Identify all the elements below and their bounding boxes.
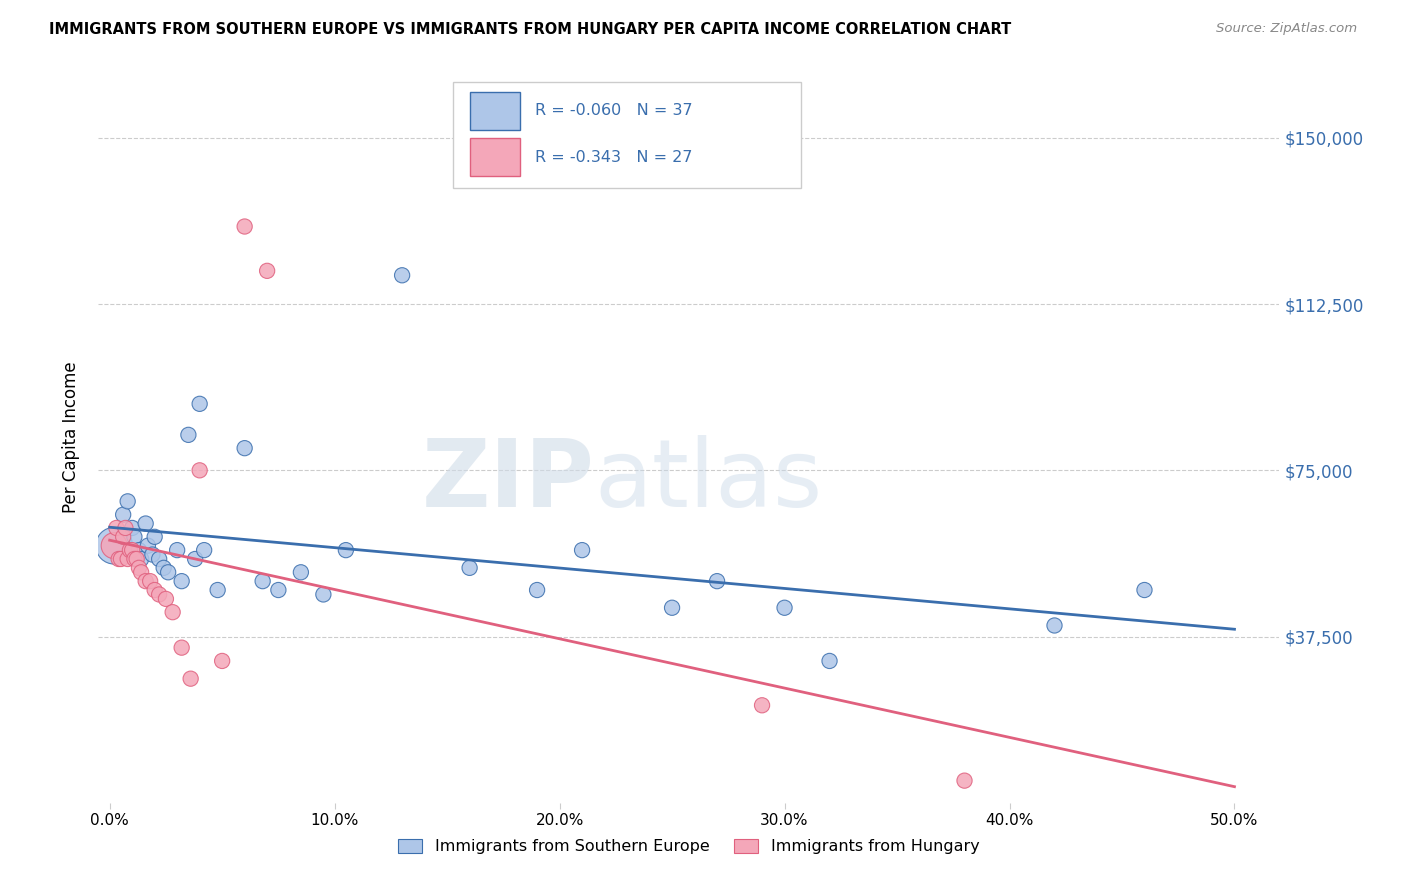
Point <box>118 543 141 558</box>
Point <box>135 516 157 531</box>
Point <box>751 698 773 713</box>
Point <box>458 561 481 575</box>
Point <box>121 543 143 558</box>
Point <box>267 582 290 597</box>
Text: atlas: atlas <box>595 435 823 527</box>
Point <box>117 494 139 508</box>
Point <box>121 521 143 535</box>
Point <box>143 582 166 597</box>
Point <box>233 441 256 455</box>
Point <box>148 552 170 566</box>
Point <box>135 574 157 589</box>
Point <box>155 591 177 606</box>
Point <box>1043 618 1066 632</box>
Point <box>290 566 312 580</box>
Point <box>128 543 150 558</box>
Point <box>103 539 125 553</box>
Point <box>103 539 125 553</box>
Text: Source: ZipAtlas.com: Source: ZipAtlas.com <box>1216 22 1357 36</box>
Point <box>193 543 215 558</box>
Point <box>188 463 211 477</box>
Point <box>211 654 233 668</box>
Point <box>188 397 211 411</box>
Point <box>773 600 796 615</box>
Point <box>124 552 146 566</box>
Point <box>184 552 207 566</box>
Point <box>170 574 193 589</box>
Point <box>157 566 180 580</box>
Point <box>177 428 200 442</box>
Point <box>117 552 139 566</box>
Point <box>312 587 335 601</box>
Point <box>571 543 593 558</box>
Point <box>136 539 159 553</box>
Point <box>162 605 184 619</box>
Point <box>110 552 132 566</box>
Point <box>143 530 166 544</box>
Point <box>252 574 274 589</box>
Text: R = -0.343   N = 27: R = -0.343 N = 27 <box>536 150 693 165</box>
Point <box>112 508 135 522</box>
Point <box>256 264 278 278</box>
Point <box>148 587 170 601</box>
Text: ZIP: ZIP <box>422 435 595 527</box>
Point <box>129 566 152 580</box>
Point <box>152 561 174 575</box>
Point <box>112 530 135 544</box>
Point <box>124 530 146 544</box>
Point <box>953 773 976 788</box>
Point <box>526 582 548 597</box>
Point <box>125 552 148 566</box>
Point <box>166 543 188 558</box>
Y-axis label: Per Capita Income: Per Capita Income <box>62 361 80 513</box>
Point <box>128 561 150 575</box>
Point <box>661 600 683 615</box>
Point <box>107 552 129 566</box>
Legend: Immigrants from Southern Europe, Immigrants from Hungary: Immigrants from Southern Europe, Immigra… <box>392 832 986 861</box>
Point <box>1133 582 1156 597</box>
Point <box>233 219 256 234</box>
Point <box>706 574 728 589</box>
Point <box>114 521 136 535</box>
FancyBboxPatch shape <box>471 138 520 177</box>
Point <box>139 574 162 589</box>
Point <box>170 640 193 655</box>
Text: IMMIGRANTS FROM SOUTHERN EUROPE VS IMMIGRANTS FROM HUNGARY PER CAPITA INCOME COR: IMMIGRANTS FROM SOUTHERN EUROPE VS IMMIG… <box>49 22 1011 37</box>
Point <box>141 548 163 562</box>
Point <box>391 268 413 283</box>
Point <box>180 672 202 686</box>
Point <box>207 582 229 597</box>
Text: R = -0.060   N = 37: R = -0.060 N = 37 <box>536 103 693 119</box>
Point <box>335 543 357 558</box>
FancyBboxPatch shape <box>471 92 520 130</box>
Point <box>129 552 152 566</box>
FancyBboxPatch shape <box>453 82 801 188</box>
Point <box>818 654 841 668</box>
Point <box>105 521 128 535</box>
